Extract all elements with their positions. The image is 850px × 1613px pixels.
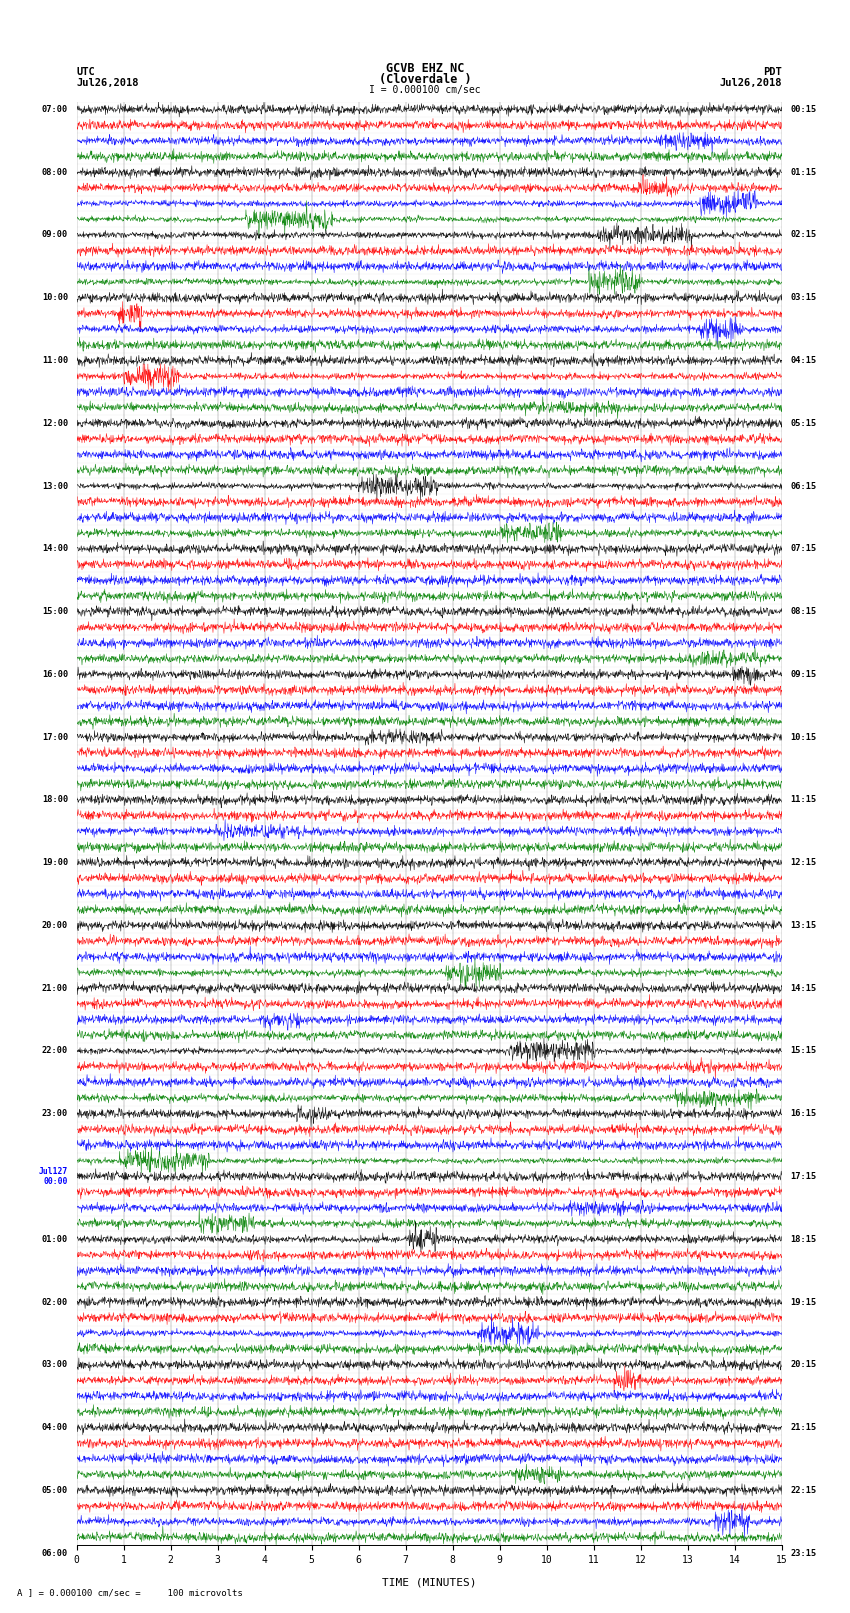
Text: 21:00: 21:00 — [42, 984, 68, 992]
Text: 08:15: 08:15 — [790, 606, 817, 616]
Text: 11:15: 11:15 — [790, 795, 817, 805]
Text: 00:15: 00:15 — [790, 105, 817, 115]
Text: 03:00: 03:00 — [42, 1360, 68, 1369]
Text: 19:15: 19:15 — [790, 1297, 817, 1307]
Text: 03:15: 03:15 — [790, 294, 817, 302]
Text: 12:00: 12:00 — [42, 419, 68, 427]
Text: 16:15: 16:15 — [790, 1110, 817, 1118]
Text: 22:15: 22:15 — [790, 1486, 817, 1495]
Text: UTC: UTC — [76, 66, 95, 77]
Text: 14:00: 14:00 — [42, 544, 68, 553]
Text: Jul26,2018: Jul26,2018 — [76, 77, 139, 89]
Text: 21:15: 21:15 — [790, 1423, 817, 1432]
Text: A ] = 0.000100 cm/sec =     100 microvolts: A ] = 0.000100 cm/sec = 100 microvolts — [17, 1587, 243, 1597]
Text: Jul26,2018: Jul26,2018 — [719, 77, 782, 89]
Text: 12:15: 12:15 — [790, 858, 817, 868]
Text: 07:00: 07:00 — [42, 105, 68, 115]
Text: 23:15: 23:15 — [790, 1548, 817, 1558]
Text: Jul127
00:00: Jul127 00:00 — [39, 1166, 68, 1186]
Text: 15:00: 15:00 — [42, 606, 68, 616]
Text: 14:15: 14:15 — [790, 984, 817, 992]
Text: 13:15: 13:15 — [790, 921, 817, 931]
Text: 22:00: 22:00 — [42, 1047, 68, 1055]
X-axis label: TIME (MINUTES): TIME (MINUTES) — [382, 1578, 477, 1587]
Text: 20:15: 20:15 — [790, 1360, 817, 1369]
Text: 19:00: 19:00 — [42, 858, 68, 868]
Text: 04:15: 04:15 — [790, 356, 817, 365]
Text: 01:15: 01:15 — [790, 168, 817, 177]
Text: 15:15: 15:15 — [790, 1047, 817, 1055]
Text: 07:15: 07:15 — [790, 544, 817, 553]
Text: 01:00: 01:00 — [42, 1236, 68, 1244]
Text: 18:15: 18:15 — [790, 1236, 817, 1244]
Text: 17:00: 17:00 — [42, 732, 68, 742]
Text: 05:00: 05:00 — [42, 1486, 68, 1495]
Text: 08:00: 08:00 — [42, 168, 68, 177]
Text: 09:00: 09:00 — [42, 231, 68, 239]
Text: I = 0.000100 cm/sec: I = 0.000100 cm/sec — [369, 84, 481, 95]
Text: 18:00: 18:00 — [42, 795, 68, 805]
Text: PDT: PDT — [763, 66, 782, 77]
Text: 11:00: 11:00 — [42, 356, 68, 365]
Text: 16:00: 16:00 — [42, 669, 68, 679]
Text: (Cloverdale ): (Cloverdale ) — [379, 73, 471, 87]
Text: 06:00: 06:00 — [42, 1548, 68, 1558]
Text: 02:00: 02:00 — [42, 1297, 68, 1307]
Text: 02:15: 02:15 — [790, 231, 817, 239]
Text: 06:15: 06:15 — [790, 482, 817, 490]
Text: 04:00: 04:00 — [42, 1423, 68, 1432]
Text: 10:00: 10:00 — [42, 294, 68, 302]
Text: GCVB EHZ NC: GCVB EHZ NC — [386, 63, 464, 76]
Text: 13:00: 13:00 — [42, 482, 68, 490]
Text: 09:15: 09:15 — [790, 669, 817, 679]
Text: 20:00: 20:00 — [42, 921, 68, 931]
Text: 10:15: 10:15 — [790, 732, 817, 742]
Text: 17:15: 17:15 — [790, 1173, 817, 1181]
Text: 05:15: 05:15 — [790, 419, 817, 427]
Text: 23:00: 23:00 — [42, 1110, 68, 1118]
